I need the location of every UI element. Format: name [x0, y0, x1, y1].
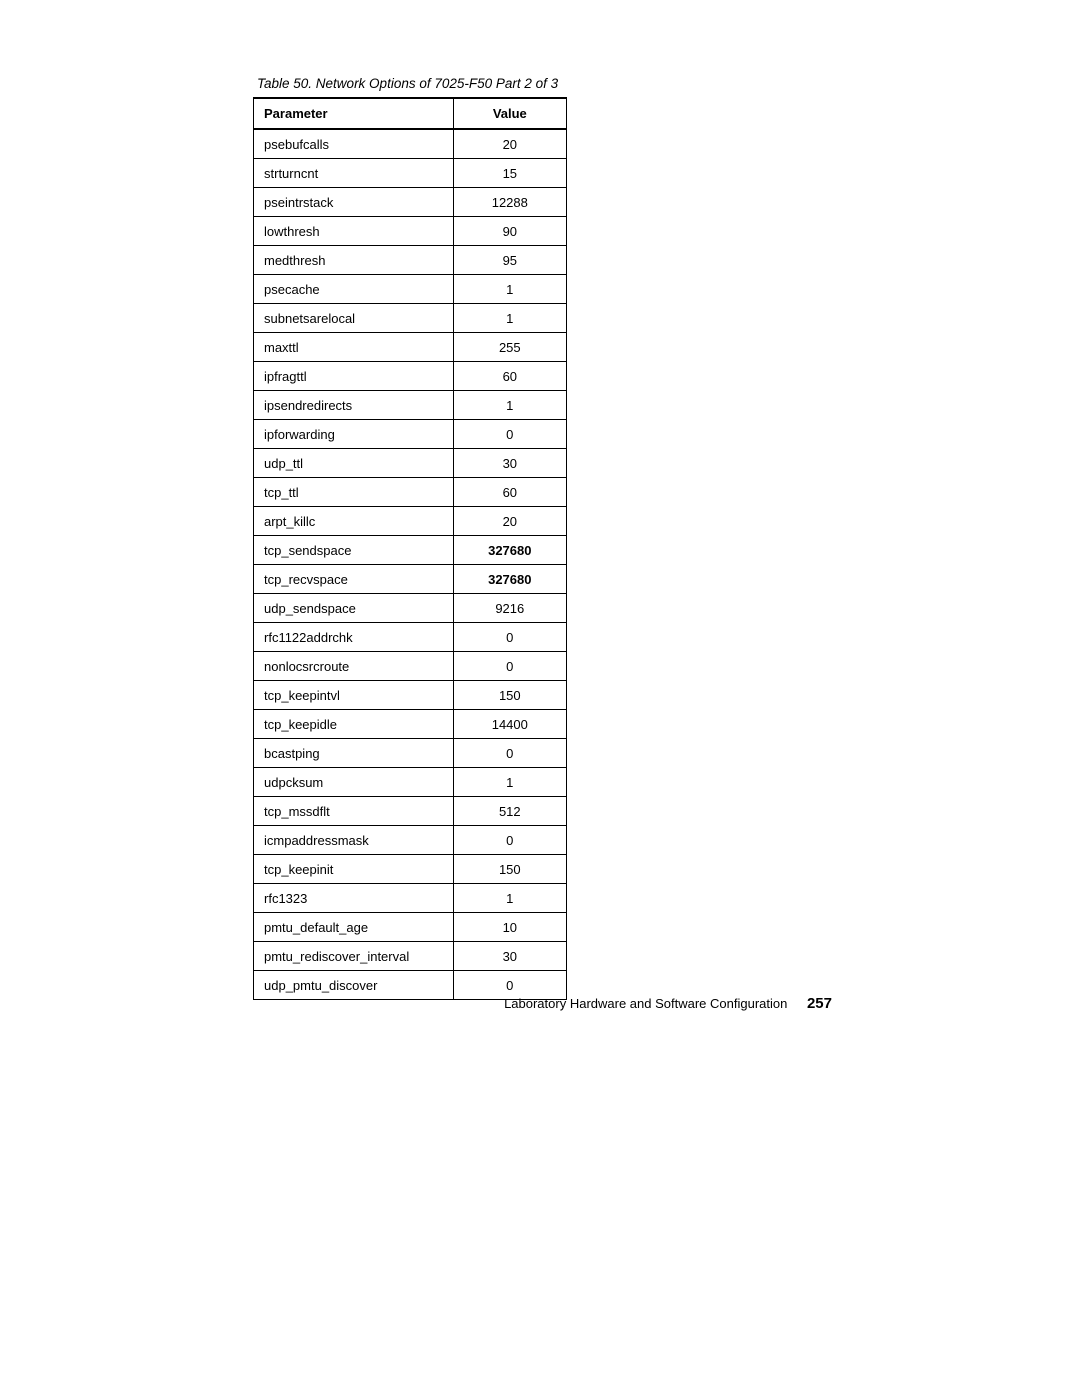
table-row: udpcksum1	[254, 768, 567, 797]
cell-parameter: tcp_ttl	[254, 478, 454, 507]
cell-parameter: udp_sendspace	[254, 594, 454, 623]
cell-parameter: tcp_keepintvl	[254, 681, 454, 710]
cell-parameter: medthresh	[254, 246, 454, 275]
table-row: medthresh95	[254, 246, 567, 275]
table-row: udp_sendspace9216	[254, 594, 567, 623]
cell-parameter: strturncnt	[254, 159, 454, 188]
table-row: tcp_mssdflt512	[254, 797, 567, 826]
cell-value: 15	[453, 159, 566, 188]
table-row: tcp_keepinit150	[254, 855, 567, 884]
table-row: arpt_killc20	[254, 507, 567, 536]
cell-parameter: bcastping	[254, 739, 454, 768]
table-row: pmtu_rediscover_interval30	[254, 942, 567, 971]
cell-value: 1	[453, 304, 566, 333]
cell-parameter: ipforwarding	[254, 420, 454, 449]
table-row: udp_ttl30	[254, 449, 567, 478]
cell-parameter: psebufcalls	[254, 129, 454, 159]
table-caption: Table 50. Network Options of 7025-F50 Pa…	[253, 76, 813, 91]
cell-value: 0	[453, 420, 566, 449]
cell-parameter: arpt_killc	[254, 507, 454, 536]
cell-parameter: tcp_keepidle	[254, 710, 454, 739]
table-row: psebufcalls20	[254, 129, 567, 159]
table-row: psecache1	[254, 275, 567, 304]
column-header-parameter: Parameter	[254, 98, 454, 129]
table-row: maxttl255	[254, 333, 567, 362]
cell-value: 327680	[453, 565, 566, 594]
table-row: strturncnt15	[254, 159, 567, 188]
cell-parameter: tcp_mssdflt	[254, 797, 454, 826]
cell-value: 1	[453, 275, 566, 304]
cell-value: 95	[453, 246, 566, 275]
page-number: 257	[807, 995, 832, 1012]
cell-parameter: ipsendredirects	[254, 391, 454, 420]
cell-value: 150	[453, 681, 566, 710]
cell-parameter: lowthresh	[254, 217, 454, 246]
cell-parameter: pmtu_rediscover_interval	[254, 942, 454, 971]
table-row: pseintrstack12288	[254, 188, 567, 217]
table-row: icmpaddressmask0	[254, 826, 567, 855]
cell-parameter: pseintrstack	[254, 188, 454, 217]
cell-value: 150	[453, 855, 566, 884]
table-row: tcp_recvspace327680	[254, 565, 567, 594]
table-header-row: Parameter Value	[254, 98, 567, 129]
cell-parameter: maxttl	[254, 333, 454, 362]
cell-value: 0	[453, 826, 566, 855]
page-footer: Laboratory Hardware and Software Configu…	[504, 995, 832, 1012]
cell-parameter: ipfragttl	[254, 362, 454, 391]
cell-parameter: udpcksum	[254, 768, 454, 797]
cell-parameter: nonlocsrcroute	[254, 652, 454, 681]
cell-value: 0	[453, 739, 566, 768]
cell-value: 10	[453, 913, 566, 942]
table-row: bcastping0	[254, 739, 567, 768]
table-row: pmtu_default_age10	[254, 913, 567, 942]
cell-value: 0	[453, 652, 566, 681]
cell-value: 90	[453, 217, 566, 246]
cell-value: 30	[453, 942, 566, 971]
cell-value: 20	[453, 507, 566, 536]
table-row: tcp_keepintvl150	[254, 681, 567, 710]
cell-parameter: subnetsarelocal	[254, 304, 454, 333]
cell-parameter: udp_ttl	[254, 449, 454, 478]
column-header-value: Value	[453, 98, 566, 129]
table-row: lowthresh90	[254, 217, 567, 246]
cell-parameter: icmpaddressmask	[254, 826, 454, 855]
cell-value: 12288	[453, 188, 566, 217]
table-row: nonlocsrcroute0	[254, 652, 567, 681]
cell-value: 512	[453, 797, 566, 826]
cell-value: 60	[453, 362, 566, 391]
table-row: tcp_sendspace327680	[254, 536, 567, 565]
cell-parameter: tcp_recvspace	[254, 565, 454, 594]
table-row: tcp_keepidle14400	[254, 710, 567, 739]
cell-value: 1	[453, 768, 566, 797]
cell-value: 255	[453, 333, 566, 362]
cell-value: 1	[453, 391, 566, 420]
table-row: ipfragttl60	[254, 362, 567, 391]
table-row: rfc1122addrchk0	[254, 623, 567, 652]
cell-value: 20	[453, 129, 566, 159]
cell-parameter: rfc1122addrchk	[254, 623, 454, 652]
cell-value: 14400	[453, 710, 566, 739]
table-row: rfc13231	[254, 884, 567, 913]
cell-value: 0	[453, 623, 566, 652]
cell-parameter: tcp_sendspace	[254, 536, 454, 565]
page-content: Table 50. Network Options of 7025-F50 Pa…	[253, 76, 813, 1000]
table-row: subnetsarelocal1	[254, 304, 567, 333]
cell-value: 1	[453, 884, 566, 913]
table-row: ipsendredirects1	[254, 391, 567, 420]
cell-value: 327680	[453, 536, 566, 565]
cell-value: 60	[453, 478, 566, 507]
cell-value: 9216	[453, 594, 566, 623]
cell-parameter: rfc1323	[254, 884, 454, 913]
table-row: tcp_ttl60	[254, 478, 567, 507]
network-options-table: Parameter Value psebufcalls20strturncnt1…	[253, 97, 567, 1000]
cell-parameter: udp_pmtu_discover	[254, 971, 454, 1000]
cell-parameter: psecache	[254, 275, 454, 304]
footer-text: Laboratory Hardware and Software Configu…	[504, 996, 787, 1011]
cell-value: 30	[453, 449, 566, 478]
cell-parameter: tcp_keepinit	[254, 855, 454, 884]
cell-parameter: pmtu_default_age	[254, 913, 454, 942]
table-row: ipforwarding0	[254, 420, 567, 449]
